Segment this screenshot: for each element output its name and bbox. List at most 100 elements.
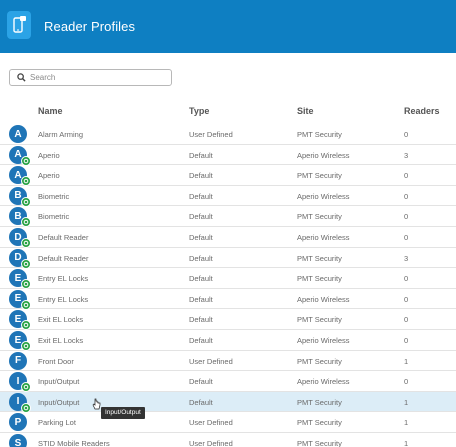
mouse-cursor-icon	[92, 397, 101, 410]
app-header: Reader Profiles	[0, 0, 456, 53]
cell-site: Aperio Wireless	[297, 336, 350, 345]
cell-name: Exit EL Locks	[38, 336, 84, 345]
search-input[interactable]	[30, 70, 160, 85]
cell-type: User Defined	[189, 439, 233, 447]
cell-type: Default	[189, 315, 213, 325]
table-row[interactable]: A Alarm Arming User Defined PMT Security 0	[0, 124, 456, 145]
avatar: E	[9, 269, 31, 290]
avatar: I	[9, 372, 31, 393]
avatar-initial: I	[16, 375, 20, 387]
cell-type: Default	[189, 150, 213, 160]
cell-readers: 3	[404, 253, 409, 263]
cell-readers: 1	[404, 418, 409, 428]
cell-site: PMT Security	[297, 212, 342, 222]
avatar-initial: F	[14, 355, 22, 367]
column-header-name[interactable]: Name	[38, 106, 63, 116]
avatar-initial: B	[14, 210, 22, 222]
avatar: A	[9, 166, 31, 187]
avatar: E	[9, 310, 31, 331]
column-header-readers[interactable]: Readers	[404, 106, 440, 116]
cell-readers: 1	[404, 397, 409, 407]
search-icon	[14, 71, 28, 85]
table-row[interactable]: S STID Mobile Readers User Defined PMT Secu…	[0, 433, 456, 447]
cell-readers: 0	[404, 171, 409, 181]
avatar-initial: E	[14, 334, 22, 346]
cell-type: Default	[189, 253, 213, 263]
cell-type: Default	[189, 191, 213, 201]
cell-name: Exit EL Locks	[38, 315, 84, 325]
cell-name: Parking Lot	[38, 418, 76, 428]
cell-site: Aperio Wireless	[297, 377, 350, 387]
cell-type: Default	[189, 336, 213, 345]
column-header-type[interactable]: Type	[189, 106, 210, 116]
cell-type: User Defined	[189, 130, 233, 139]
search-box[interactable]	[9, 69, 172, 86]
cell-site: PMT Security	[297, 439, 342, 447]
default-badge-icon	[21, 217, 31, 228]
cell-readers: 3	[404, 150, 409, 160]
default-badge-icon	[21, 196, 31, 207]
table-row[interactable]: D Default Reader Default Aperio Wireless 0	[0, 227, 456, 248]
avatar: I	[9, 392, 31, 413]
table-row[interactable]: E Exit EL Locks Default PMT Security 0	[0, 309, 456, 331]
cell-type: User Defined	[189, 356, 233, 366]
avatar-initial: A	[14, 169, 22, 181]
default-badge-icon	[21, 279, 31, 290]
table-row[interactable]: I Input/Output Default PMT Security 1	[0, 391, 456, 413]
avatar: B	[9, 186, 31, 207]
cell-site: Aperio Wireless	[297, 294, 350, 304]
cell-readers: 0	[404, 130, 409, 139]
avatar: D	[9, 228, 31, 248]
column-header-site[interactable]: Site	[297, 106, 314, 116]
table-row[interactable]: E Exit EL Locks Default Aperio Wireless 0	[0, 330, 456, 351]
cell-type: Default	[189, 294, 213, 304]
avatar-initial: A	[14, 149, 22, 161]
cell-site: PMT Security	[297, 315, 342, 325]
avatar-initial: E	[14, 313, 22, 325]
default-badge-icon	[21, 176, 31, 187]
table-row[interactable]: B Biometric Default Aperio Wireless 0	[0, 186, 456, 207]
tooltip: Input/Output	[101, 407, 145, 419]
table-row[interactable]: B Biometric Default PMT Security 0	[0, 206, 456, 228]
cell-type: Default	[189, 377, 213, 387]
table-row[interactable]: I Input/Output Default Aperio Wireless 0	[0, 371, 456, 393]
cell-site: PMT Security	[297, 397, 342, 407]
cell-type: Default	[189, 171, 213, 181]
avatar-initial: I	[16, 396, 20, 408]
table-row[interactable]: P Parking Lot User Defined PMT Security 1	[0, 412, 456, 433]
table-row[interactable]: A Aperio Default PMT Security 0	[0, 165, 456, 187]
cell-type: Default	[189, 274, 213, 284]
cell-readers: 0	[404, 191, 409, 201]
cell-name: Input/Output	[38, 397, 80, 407]
avatar: S	[9, 434, 27, 447]
cell-name: Entry EL Locks	[38, 274, 89, 284]
default-badge-icon	[21, 402, 31, 413]
table-row[interactable]: F Front Door User Defined PMT Security 1	[0, 351, 456, 372]
avatar: F	[9, 351, 27, 370]
cell-site: PMT Security	[297, 130, 342, 139]
cell-name: Input/Output	[38, 377, 80, 387]
cell-readers: 0	[404, 377, 409, 387]
table-row[interactable]: E Entry EL Locks Default Aperio Wireless 0	[0, 289, 456, 310]
cell-type: Default	[189, 212, 213, 222]
cell-name: Aperio	[38, 171, 60, 181]
phone-reader-icon	[7, 11, 31, 39]
table-row[interactable]: D Default Reader Default PMT Security 3	[0, 248, 456, 269]
cell-site: PMT Security	[297, 274, 342, 284]
cell-readers: 0	[404, 294, 409, 304]
cell-readers: 0	[404, 233, 409, 242]
default-badge-icon	[21, 382, 31, 393]
default-badge-icon	[21, 258, 31, 269]
cell-readers: 0	[404, 212, 409, 222]
cell-name: STID Mobile Readers	[38, 439, 110, 447]
table-row[interactable]: E Entry EL Locks Default PMT Security 0	[0, 268, 456, 290]
table-row[interactable]: A Aperio Default Aperio Wireless 3	[0, 145, 456, 166]
cell-site: PMT Security	[297, 356, 342, 366]
avatar: B	[9, 207, 31, 228]
cell-name: Biometric	[38, 191, 70, 201]
cell-name: Default Reader	[38, 233, 89, 242]
cell-readers: 0	[404, 315, 409, 325]
avatar-initial: E	[14, 272, 22, 284]
avatar: D	[9, 248, 31, 269]
cell-name: Aperio	[38, 150, 60, 160]
